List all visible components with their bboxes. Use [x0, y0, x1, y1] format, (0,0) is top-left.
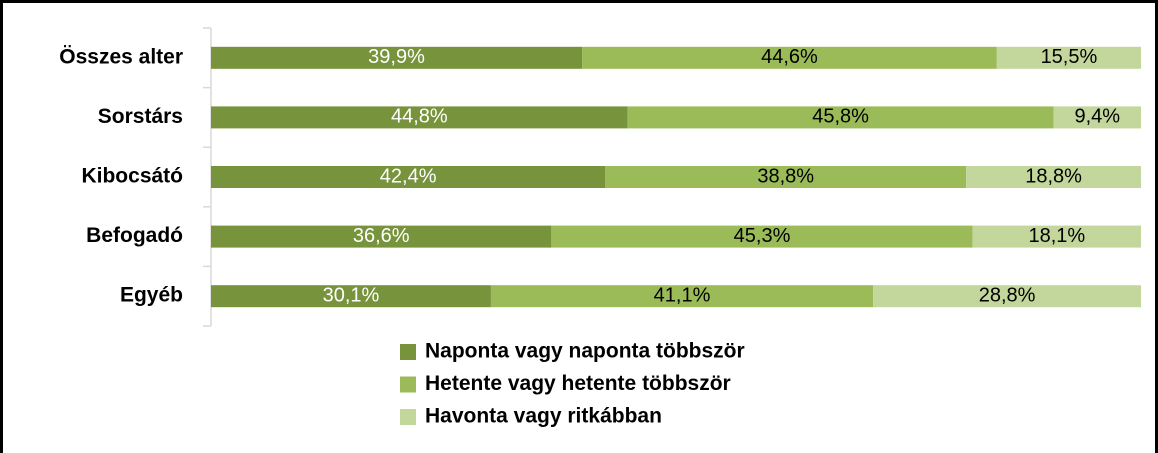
data-label: 9,4% [1074, 106, 1120, 128]
category-label: Összes alter [59, 45, 183, 68]
category-label: Egyéb [120, 284, 183, 307]
data-label: 38,8% [757, 165, 814, 187]
data-label: 45,8% [812, 106, 869, 128]
data-label: 42,4% [380, 165, 437, 187]
bar-segment [972, 225, 1141, 248]
legend-label: Naponta vagy naponta többször [425, 340, 745, 363]
bar-segment [605, 166, 967, 188]
data-label: 44,6% [761, 46, 818, 68]
data-label: 15,5% [1041, 46, 1098, 68]
bar-segment [211, 225, 552, 248]
category-label: Kibocsátó [81, 165, 183, 188]
legend-swatch [400, 344, 416, 360]
bar-segment [551, 225, 973, 248]
bar-segment [582, 46, 997, 69]
category-label: Sorstárs [98, 105, 183, 128]
bar-segment [211, 46, 583, 69]
legend-swatch [400, 409, 416, 425]
bar-segment [1053, 106, 1141, 129]
data-label: 18,8% [1025, 165, 1082, 187]
bar-segment [211, 166, 606, 188]
bar-segment [873, 285, 1141, 308]
data-label: 36,6% [353, 225, 410, 247]
data-label: 30,1% [323, 284, 380, 306]
data-label: 41,1% [654, 284, 711, 306]
category-label: Befogadó [86, 224, 183, 247]
data-label: 45,3% [734, 225, 791, 247]
legend-label: Havonta vagy ritkábban [425, 405, 662, 428]
data-label: 39,9% [368, 46, 425, 68]
bar-segment [996, 46, 1141, 69]
legend-label: Hetente vagy hetente többször [425, 372, 731, 395]
bar-segment [627, 106, 1054, 129]
bar-segment [966, 166, 1141, 188]
bar-segment [490, 285, 874, 308]
bar-segment [211, 285, 491, 308]
legend-swatch [400, 376, 416, 393]
data-label: 18,1% [1028, 225, 1085, 247]
data-label: 28,8% [979, 284, 1036, 306]
bar-segment [211, 106, 628, 129]
data-label: 44,8% [391, 106, 448, 128]
